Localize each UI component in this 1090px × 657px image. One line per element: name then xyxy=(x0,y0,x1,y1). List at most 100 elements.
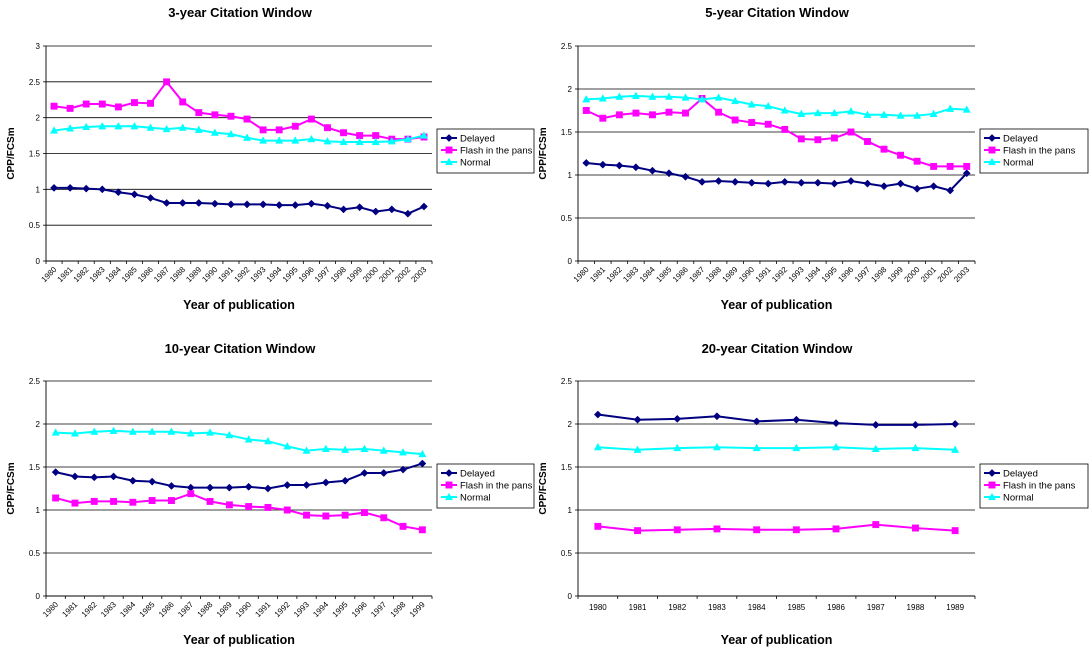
data-point xyxy=(194,198,203,207)
data-point xyxy=(275,201,284,210)
data-point xyxy=(673,414,682,423)
data-point xyxy=(582,159,591,167)
data-point xyxy=(946,104,955,112)
y-tick-label: 0 xyxy=(36,592,41,601)
y-tick-label: 2 xyxy=(568,85,573,94)
data-point xyxy=(291,201,300,210)
legend-label: Delayed xyxy=(1003,469,1038,480)
data-point xyxy=(128,427,137,435)
x-tick-label: 1987 xyxy=(688,265,707,284)
x-tick-label: 1999 xyxy=(345,265,364,284)
data-point xyxy=(880,182,888,191)
data-point xyxy=(226,129,235,138)
data-point xyxy=(593,410,602,419)
data-point xyxy=(379,469,388,477)
data-point xyxy=(178,198,187,207)
data-point xyxy=(194,125,203,133)
data-point xyxy=(90,473,99,482)
data-point xyxy=(664,92,674,100)
data-point xyxy=(792,415,801,424)
y-tick-label: 0.5 xyxy=(29,549,41,558)
data-point xyxy=(930,162,938,170)
data-point xyxy=(146,193,155,202)
data-point xyxy=(379,446,388,454)
data-point xyxy=(951,420,960,428)
data-point xyxy=(275,136,284,144)
data-point xyxy=(323,201,332,210)
y-tick-label: 3 xyxy=(36,42,41,51)
x-tick-label: 2001 xyxy=(919,265,938,284)
x-tick-label: 1986 xyxy=(157,600,176,619)
series-line xyxy=(597,446,956,451)
x-tick-label: 1998 xyxy=(869,265,888,284)
data-point xyxy=(781,125,789,133)
chart-panel: 20-year Citation Window 0 0.5 1 1.5 2 2.5 1980 1… xyxy=(538,341,1089,647)
data-point xyxy=(846,177,855,185)
x-tick-label: 1994 xyxy=(311,600,330,619)
data-point xyxy=(90,427,99,435)
data-point xyxy=(714,177,723,185)
data-point xyxy=(615,161,624,170)
y-axis-label: CPP/FCSm xyxy=(6,462,17,514)
data-point xyxy=(879,110,889,118)
data-point xyxy=(307,115,315,123)
x-tick-label: 1987 xyxy=(867,603,885,612)
data-point xyxy=(797,109,806,117)
data-point xyxy=(832,525,840,533)
x-tick-label: 1995 xyxy=(281,265,300,284)
data-point xyxy=(225,483,234,492)
data-point xyxy=(275,126,283,134)
data-point xyxy=(648,166,657,175)
data-point xyxy=(66,124,75,132)
x-tick-label: 1988 xyxy=(168,265,187,284)
data-point xyxy=(418,459,427,468)
data-point xyxy=(399,522,407,530)
x-tick-label: 1990 xyxy=(200,265,219,284)
data-point xyxy=(303,511,311,519)
data-point xyxy=(355,203,364,212)
legend-marker xyxy=(444,157,454,166)
data-point xyxy=(752,443,761,452)
x-tick-label: 1989 xyxy=(721,265,740,284)
y-tick-label: 2.5 xyxy=(29,377,41,386)
data-point xyxy=(830,134,838,142)
data-point xyxy=(339,205,348,214)
y-tick-label: 1 xyxy=(568,171,573,180)
data-point xyxy=(419,131,428,139)
data-point xyxy=(399,448,408,456)
data-point xyxy=(167,427,176,435)
data-point xyxy=(830,179,839,188)
x-tick-label: 1990 xyxy=(234,600,253,619)
x-tick-label: 1985 xyxy=(654,265,673,284)
x-tick-label: 1994 xyxy=(803,265,822,284)
data-point xyxy=(71,499,79,507)
data-point xyxy=(913,157,921,165)
x-tick-label: 1981 xyxy=(56,265,75,284)
data-point xyxy=(206,497,214,505)
legend-label: Delayed xyxy=(460,469,495,480)
x-tick-label: 1997 xyxy=(369,600,388,619)
data-point xyxy=(264,503,272,511)
data-point xyxy=(871,444,880,452)
x-tick-label: 1980 xyxy=(41,600,60,619)
x-tick-label: 1996 xyxy=(297,265,316,284)
data-point xyxy=(797,135,805,143)
data-point xyxy=(128,476,137,485)
x-tick-label: 1984 xyxy=(104,265,123,284)
x-tick-label: 1987 xyxy=(152,265,171,284)
x-tick-label: 2002 xyxy=(936,265,955,284)
series-line xyxy=(53,125,425,144)
data-point xyxy=(780,106,789,114)
x-tick-label: 1986 xyxy=(827,603,845,612)
data-point xyxy=(66,183,75,192)
data-point xyxy=(665,108,673,116)
x-tick-label: 1995 xyxy=(820,265,839,284)
data-point xyxy=(341,511,349,519)
legend-marker xyxy=(988,134,996,142)
y-tick-label: 1.5 xyxy=(29,150,41,159)
data-point xyxy=(90,497,98,505)
y-tick-label: 1 xyxy=(36,506,41,515)
legend-marker xyxy=(445,469,453,477)
data-point xyxy=(110,497,117,505)
data-point xyxy=(913,184,922,193)
